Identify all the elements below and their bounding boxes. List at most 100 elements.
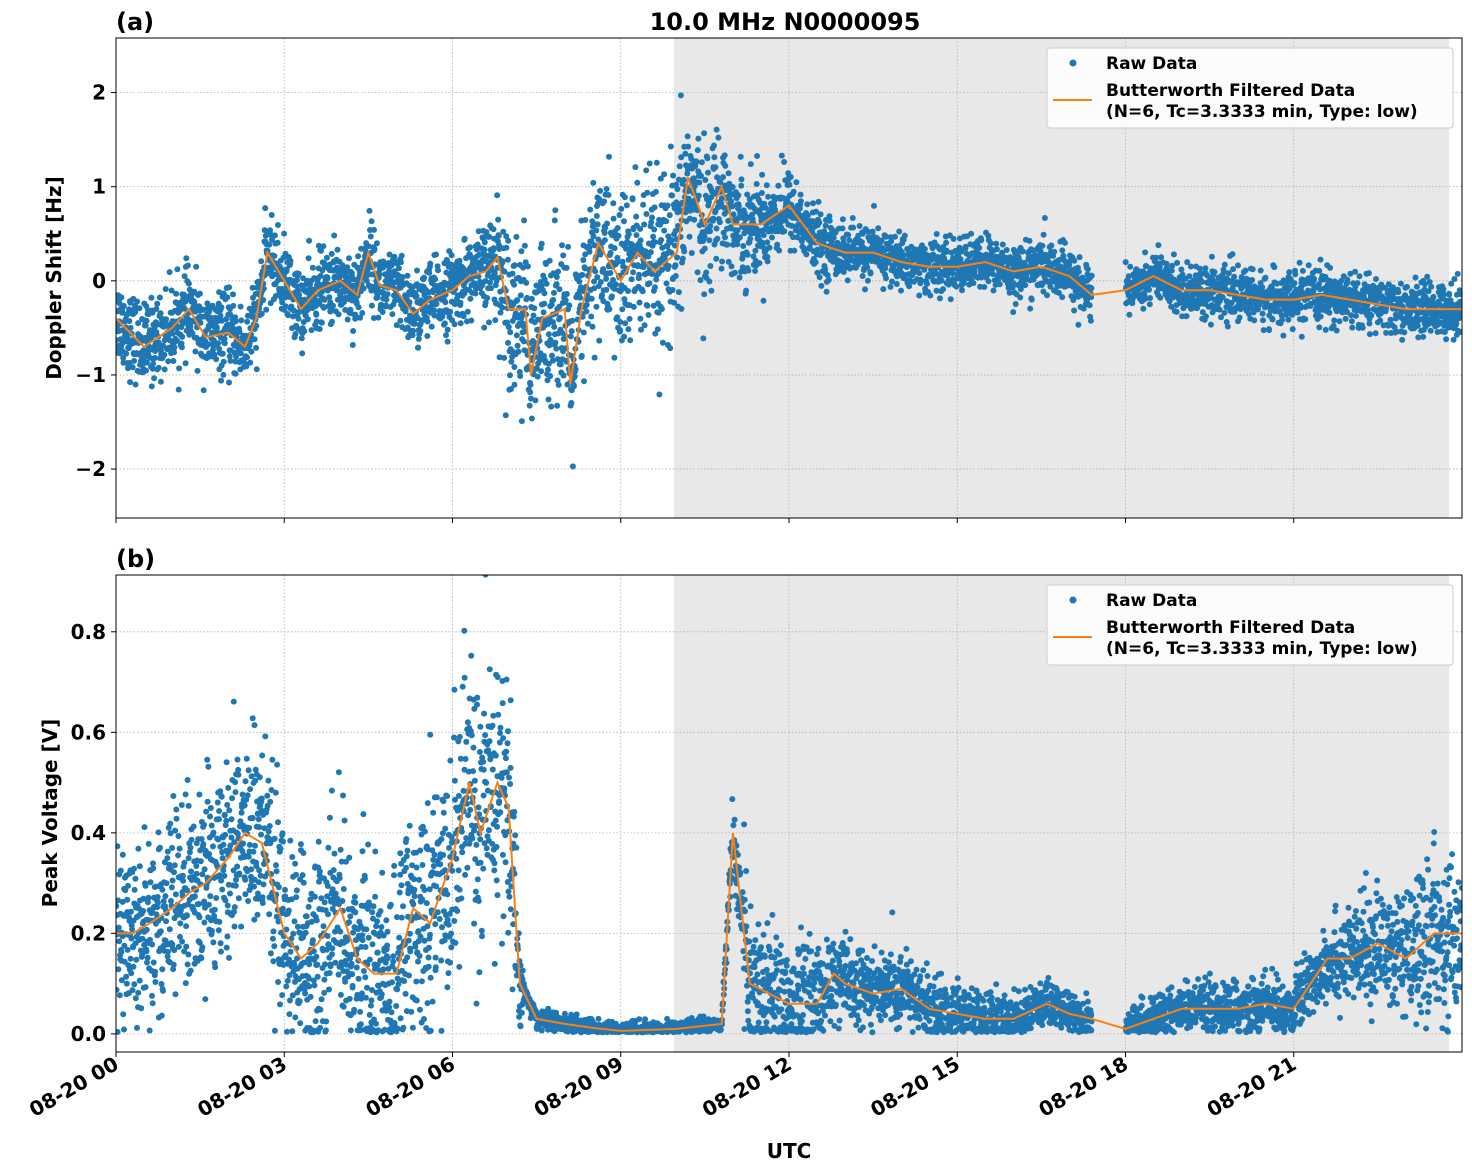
- raw-data-point: [1360, 325, 1366, 331]
- raw-data-point: [1217, 307, 1223, 313]
- raw-data-point: [621, 218, 627, 224]
- raw-data-point: [850, 225, 856, 231]
- raw-data-point: [972, 269, 978, 275]
- raw-data-point: [641, 222, 647, 228]
- raw-data-point: [1399, 337, 1405, 343]
- raw-data-point: [583, 309, 589, 315]
- raw-data-point: [875, 225, 881, 231]
- raw-data-point: [1424, 274, 1430, 280]
- raw-data-point: [594, 274, 600, 280]
- raw-data-point: [427, 261, 433, 267]
- raw-data-point: [1017, 295, 1023, 301]
- raw-data-point: [1178, 267, 1184, 273]
- raw-data-point: [221, 359, 227, 365]
- raw-data-point: [1290, 326, 1296, 332]
- raw-data-point: [1051, 249, 1057, 255]
- raw-data-point: [114, 843, 120, 849]
- raw-data-point: [672, 262, 678, 268]
- raw-data-point: [531, 305, 537, 311]
- raw-data-point: [752, 248, 758, 254]
- raw-data-point: [1142, 249, 1148, 255]
- raw-data-point: [621, 334, 627, 340]
- raw-data-point: [130, 364, 136, 370]
- raw-data-point: [434, 301, 440, 307]
- raw-data-point: [804, 201, 810, 207]
- raw-data-point: [262, 205, 268, 211]
- raw-data-point: [162, 366, 168, 372]
- raw-data-point: [396, 265, 402, 271]
- raw-data-point: [374, 240, 380, 246]
- raw-data-point: [604, 186, 610, 192]
- raw-data-point: [674, 186, 680, 192]
- raw-data-point: [865, 278, 871, 284]
- raw-data-point: [735, 192, 741, 198]
- raw-data-point: [445, 339, 451, 345]
- raw-data-point: [495, 217, 501, 223]
- raw-data-point: [603, 276, 609, 282]
- raw-data-point: [252, 336, 258, 342]
- raw-data-point: [317, 326, 323, 332]
- raw-data-point: [647, 280, 653, 286]
- raw-data-point: [462, 236, 468, 242]
- raw-data-point: [717, 219, 723, 225]
- raw-data-point: [405, 273, 411, 279]
- raw-data-point: [611, 355, 617, 361]
- raw-data-point: [868, 271, 874, 277]
- raw-data-point: [582, 217, 588, 223]
- raw-data-point: [549, 353, 555, 359]
- raw-data-point: [824, 289, 830, 295]
- raw-data-point: [144, 318, 150, 324]
- raw-data-point: [791, 189, 797, 195]
- raw-data-point: [818, 283, 824, 289]
- raw-data-point: [663, 218, 669, 224]
- raw-data-point: [761, 298, 767, 304]
- raw-data-point: [551, 324, 557, 330]
- raw-data-point: [637, 316, 643, 322]
- raw-data-point: [774, 242, 780, 248]
- raw-data-point: [702, 246, 708, 252]
- raw-data-point: [988, 240, 994, 246]
- panel-b-label: (b): [116, 545, 155, 573]
- raw-data-point: [230, 291, 236, 297]
- raw-data-point: [737, 275, 743, 281]
- raw-data-point: [1446, 292, 1452, 298]
- raw-data-point: [617, 212, 623, 218]
- raw-data-point: [596, 338, 602, 344]
- raw-data-point: [1230, 266, 1236, 272]
- raw-data-point: [173, 291, 179, 297]
- raw-data-point: [722, 163, 728, 169]
- raw-data-point: [506, 324, 512, 330]
- raw-data-point: [306, 238, 312, 244]
- raw-data-point: [653, 189, 659, 195]
- raw-data-point: [1071, 258, 1077, 264]
- raw-data-point: [636, 272, 642, 278]
- raw-data-point: [1318, 257, 1324, 263]
- raw-data-point: [1395, 289, 1401, 295]
- raw-data-point: [791, 248, 797, 254]
- raw-data-point: [324, 255, 330, 261]
- raw-data-point: [1316, 268, 1322, 274]
- raw-data-point: [1355, 280, 1361, 286]
- raw-data-point: [1027, 306, 1033, 312]
- raw-data-point: [195, 368, 201, 374]
- raw-data-point: [254, 366, 260, 372]
- raw-data-point: [737, 234, 743, 240]
- raw-data-point: [331, 233, 337, 239]
- raw-data-point: [564, 265, 570, 271]
- raw-data-point: [916, 270, 922, 276]
- raw-data-point: [691, 217, 697, 223]
- raw-data-point: [1285, 317, 1291, 323]
- raw-data-point: [650, 234, 656, 240]
- raw-data-point: [700, 335, 706, 341]
- raw-data-point: [1230, 251, 1236, 257]
- raw-data-point: [359, 310, 365, 316]
- raw-data-point: [266, 242, 272, 248]
- raw-data-point: [1373, 330, 1379, 336]
- raw-data-point: [1212, 269, 1218, 275]
- raw-data-point: [521, 323, 527, 329]
- raw-data-point: [492, 317, 498, 323]
- raw-data-point: [759, 172, 765, 178]
- raw-data-point: [220, 372, 226, 378]
- raw-data-point: [215, 340, 221, 346]
- raw-data-point: [1076, 269, 1082, 275]
